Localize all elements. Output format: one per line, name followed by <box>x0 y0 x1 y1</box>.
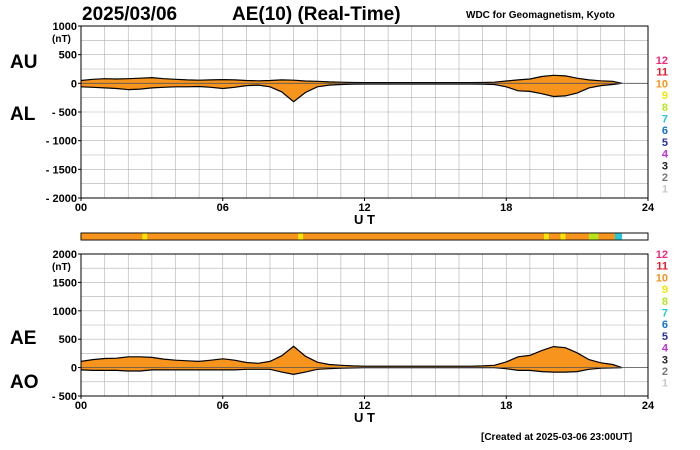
legend-level-4: 4 <box>662 343 669 355</box>
activity-bar-segment <box>544 233 549 240</box>
x-tick-label: 12 <box>358 202 370 214</box>
y-tick-label: - 500 <box>52 107 77 119</box>
activity-bar-outline <box>80 232 649 241</box>
legend-level-8: 8 <box>662 296 668 308</box>
activity-bar-segment <box>81 233 143 240</box>
x-tick-label: 00 <box>75 400 87 412</box>
legend-level-9: 9 <box>662 90 668 102</box>
legend-level-11: 11 <box>656 261 668 273</box>
series-line-al <box>80 82 623 103</box>
series-line-ae <box>80 345 623 369</box>
activity-bar-segment <box>565 233 589 240</box>
legend-level-4: 4 <box>662 149 669 161</box>
x-tick-label: 18 <box>500 400 512 412</box>
y-tick-label: - 2000 <box>46 193 77 205</box>
legend-level-5: 5 <box>662 331 668 343</box>
legend-level-6: 6 <box>662 125 668 137</box>
y-tick-label: 1500 <box>53 277 77 289</box>
x-tick-label: 06 <box>217 202 229 214</box>
activity-bar-segment <box>560 233 566 240</box>
legend-level-9: 9 <box>662 284 668 296</box>
series-line-au <box>80 74 623 84</box>
legend-level-10: 10 <box>656 272 668 284</box>
x-tick-label: 24 <box>642 202 655 214</box>
y-axis-unit: (nT) <box>52 262 71 273</box>
legend-level-5: 5 <box>662 137 668 149</box>
y-tick-label: 500 <box>59 334 77 346</box>
organization-label: WDC for Geomagnetism, Kyoto <box>466 10 615 21</box>
panel-bottom <box>78 253 649 399</box>
activity-bar-segment <box>548 233 561 240</box>
au-label: AU <box>10 52 38 73</box>
y-tick-label: 0 <box>71 78 77 90</box>
activity-bar-segment <box>598 233 615 240</box>
x-axis-label: U T <box>354 212 375 227</box>
x-axis-label: U T <box>354 410 375 425</box>
y-tick-label: - 1500 <box>46 164 77 176</box>
legend-level-7: 7 <box>662 114 668 126</box>
x-tick-label: 24 <box>642 400 655 412</box>
legend-level-3: 3 <box>662 354 668 366</box>
legend-level-11: 11 <box>656 67 668 79</box>
activity-bar-segment <box>142 233 148 240</box>
created-timestamp: [Created at 2025-03-06 23:00UT] <box>481 432 633 443</box>
plot-title: AE(10) (Real-Time) <box>232 4 401 25</box>
legend-level-3: 3 <box>662 160 668 172</box>
activity-bar-segment <box>147 233 299 240</box>
legend-level-12: 12 <box>656 249 668 261</box>
x-tick-label: 12 <box>358 400 370 412</box>
panel-top <box>78 25 649 201</box>
y-tick-label: 2000 <box>53 249 77 261</box>
legend-level-1: 1 <box>662 378 668 390</box>
ae-label: AE <box>10 328 37 349</box>
legend-level-1: 1 <box>662 184 668 196</box>
ao-label: AO <box>10 372 39 393</box>
x-tick-label: 18 <box>500 202 512 214</box>
legend-level-8: 8 <box>662 102 668 114</box>
x-tick-label: 06 <box>217 400 229 412</box>
y-axis-unit: (nT) <box>52 34 71 45</box>
area-fill-au-al <box>81 75 622 102</box>
x-tick-label: 00 <box>75 202 87 214</box>
y-tick-label: 1000 <box>53 21 77 33</box>
y-tick-label: 1000 <box>53 306 77 318</box>
activity-bar-segment <box>588 233 599 240</box>
y-tick-label: 500 <box>59 50 77 62</box>
plot-date: 2025/03/06 <box>82 4 178 25</box>
legend-level-12: 12 <box>656 55 668 67</box>
activity-bar-segment <box>303 233 545 240</box>
activity-bar-segment <box>298 233 304 240</box>
legend-level-7: 7 <box>662 308 668 320</box>
al-label: AL <box>10 104 36 125</box>
legend-level-10: 10 <box>656 78 668 90</box>
legend-level-2: 2 <box>662 172 668 184</box>
legend-level-6: 6 <box>662 319 668 331</box>
legend-level-2: 2 <box>662 366 668 378</box>
y-tick-label: - 500 <box>52 391 77 403</box>
activity-bar-segment <box>614 233 623 240</box>
y-tick-label: 0 <box>71 363 77 375</box>
y-tick-label: - 1000 <box>46 136 77 148</box>
